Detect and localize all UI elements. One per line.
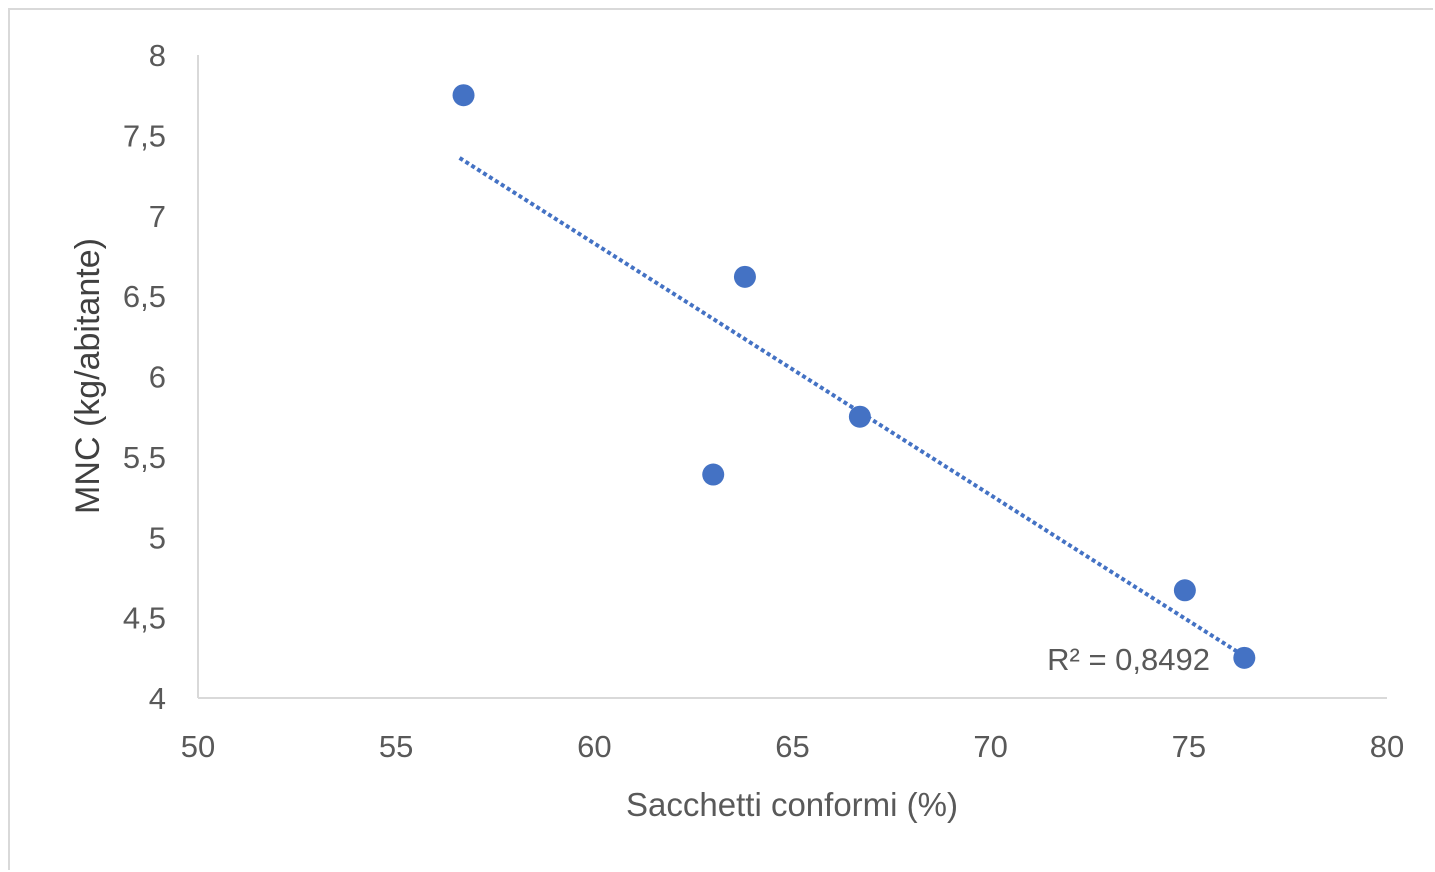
data-point bbox=[702, 463, 725, 486]
x-tick-label: 55 bbox=[379, 729, 413, 764]
y-tick-label: 4 bbox=[149, 681, 166, 716]
y-tick-label: 6,5 bbox=[123, 279, 166, 314]
trendline bbox=[458, 156, 1246, 658]
data-points bbox=[452, 84, 1256, 669]
x-tick-label: 60 bbox=[577, 729, 611, 764]
data-point bbox=[1173, 579, 1196, 602]
x-axis-title: Sacchetti conformi (%) bbox=[626, 786, 958, 823]
r-squared-annotation: R² = 0,8492 bbox=[1047, 642, 1210, 677]
x-tick-label: 75 bbox=[1172, 729, 1206, 764]
y-tick-label: 8 bbox=[149, 38, 166, 73]
data-point bbox=[452, 84, 475, 107]
y-tick-label: 4,5 bbox=[123, 601, 166, 636]
y-tick-label: 5 bbox=[149, 520, 166, 555]
data-point bbox=[848, 405, 871, 428]
y-tick-labels: 4 4,5 5 5,5 6 6,5 7 7,5 8 bbox=[123, 38, 166, 716]
x-tick-label: 65 bbox=[775, 729, 809, 764]
x-tick-label: 70 bbox=[973, 729, 1007, 764]
data-point bbox=[1233, 646, 1256, 669]
axes bbox=[197, 55, 1387, 699]
y-tick-label: 5,5 bbox=[123, 440, 166, 475]
y-tick-label: 7 bbox=[149, 199, 166, 234]
chart-frame bbox=[8, 8, 1433, 870]
x-tick-label: 50 bbox=[181, 729, 215, 764]
data-point bbox=[733, 265, 756, 288]
x-tick-label: 80 bbox=[1370, 729, 1404, 764]
trendline-group bbox=[458, 156, 1246, 658]
y-tick-label: 6 bbox=[149, 360, 166, 395]
y-axis-title: MNC (kg/abitante) bbox=[69, 238, 107, 514]
y-tick-label: 7,5 bbox=[123, 118, 166, 153]
x-tick-labels: 50 55 60 65 70 75 80 bbox=[181, 729, 1404, 764]
